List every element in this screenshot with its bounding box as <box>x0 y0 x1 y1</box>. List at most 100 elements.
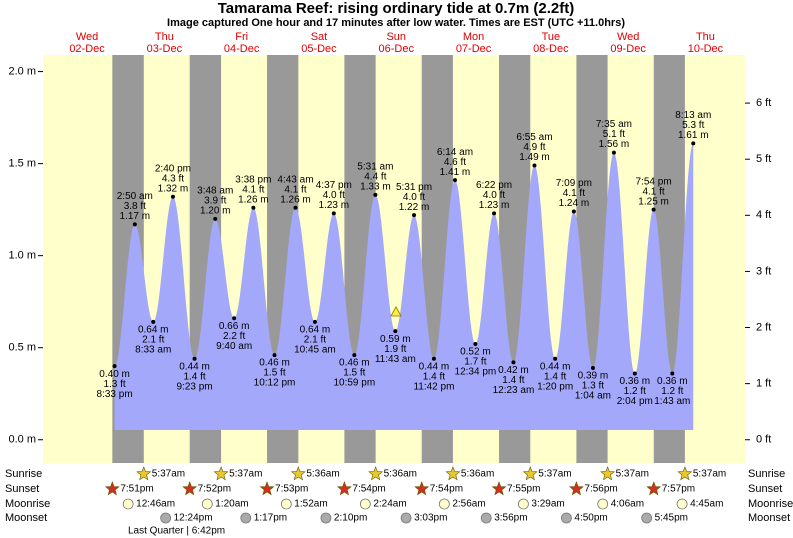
tide-time: 2:04 pm <box>617 396 653 407</box>
moonrise-time: 1:20am <box>215 499 248 510</box>
tide-point <box>151 319 156 324</box>
sun-icon <box>104 481 120 496</box>
tide-point <box>373 192 378 197</box>
tide-point <box>412 213 417 218</box>
y-tick-label: 1.0 m <box>8 250 36 262</box>
moonset-icon <box>240 512 252 524</box>
tide-height-m: 0.44 m <box>540 361 571 372</box>
sunrise-time: 5:37am <box>152 469 185 480</box>
tide-time: 4:43 am <box>277 174 313 185</box>
y2-tick-label: 4 ft <box>756 209 771 221</box>
day-name: Mon <box>463 31 484 43</box>
moonset-time: 2:10pm <box>334 513 367 524</box>
sun-icon <box>445 466 461 481</box>
tide-height-ft: 4.6 ft <box>444 157 466 168</box>
tide-height-m: 0.39 m <box>578 371 609 382</box>
tide-time: 6:22 pm <box>476 180 512 191</box>
chart-subtitle: Image captured One hour and 17 minutes a… <box>167 17 625 29</box>
tide-height-m: 1.20 m <box>200 205 231 216</box>
tide-height-m: 0.64 m <box>138 325 169 336</box>
moonset-icon <box>320 512 332 524</box>
day-date: 09-Dec <box>610 43 646 55</box>
tide-height-ft: 1.5 ft <box>263 368 285 379</box>
moonrise-time: 3:29am <box>531 499 564 510</box>
tide-point <box>651 207 656 212</box>
tide-time: 6:14 am <box>437 147 473 158</box>
tide-point <box>312 319 317 324</box>
tide-point <box>352 353 357 358</box>
day-name: Thu <box>155 31 174 43</box>
sun-icon <box>677 466 693 481</box>
y2-tick-label: 1 ft <box>756 378 771 390</box>
tide-point <box>670 371 675 376</box>
tide-point <box>452 178 457 183</box>
tide-height-ft: 1.9 ft <box>384 344 406 355</box>
tide-area <box>114 143 694 430</box>
tide-height-m: 1.26 m <box>280 194 311 205</box>
tide-height-m: 0.59 m <box>380 334 411 345</box>
tide-height-m: 1.24 m <box>559 198 590 209</box>
moonrise-icon <box>201 498 213 510</box>
sunrise-time: 5:37am <box>229 469 262 480</box>
sun-icon <box>290 466 306 481</box>
sun-icon <box>522 466 538 481</box>
tide-time: 7:54 pm <box>636 176 672 187</box>
sunrise-time: 5:37am <box>693 469 726 480</box>
tide-time: 10:59 pm <box>333 378 375 389</box>
y-tick-label: 1.5 m <box>8 158 36 170</box>
row-label: Moonrise <box>5 498 50 510</box>
sun-icon <box>368 466 384 481</box>
sun-icon <box>568 481 584 496</box>
tide-height-ft: 1.4 ft <box>423 371 445 382</box>
tide-height-m: 1.26 m <box>238 194 269 205</box>
tide-height-ft: 1.3 ft <box>582 381 604 392</box>
moonset-time: 12:24pm <box>174 513 213 524</box>
tide-height-ft: 3.8 ft <box>124 201 146 212</box>
sunset-time: 7:51pm <box>120 484 153 495</box>
y2-tick-label: 3 ft <box>756 265 771 277</box>
y2-tick-label: 5 ft <box>756 153 771 165</box>
sun-icon <box>136 466 152 481</box>
sunrise-time: 5:36am <box>384 469 417 480</box>
moonrise-time: 4:06am <box>611 499 644 510</box>
row-label: Sunset <box>5 483 39 495</box>
tide-height-ft: 3.9 ft <box>204 195 226 206</box>
moonrise-time: 1:52am <box>294 499 327 510</box>
tide-point <box>492 211 497 216</box>
sunrise-time: 5:37am <box>616 469 649 480</box>
moonset-icon <box>641 512 653 524</box>
moonrise-icon <box>597 498 609 510</box>
moonset-time: 3:56pm <box>494 513 527 524</box>
tide-time: 7:09 pm <box>556 178 592 189</box>
tide-height-ft: 1.4 ft <box>183 371 205 382</box>
tide-point <box>553 356 558 361</box>
row-label: Moonrise <box>748 498 793 510</box>
sunset-time: 7:57pm <box>662 484 695 495</box>
tide-time: 5:31 am <box>357 162 393 173</box>
moonset-icon <box>480 512 492 524</box>
tide-time: 1:20 pm <box>537 381 573 392</box>
tide-point <box>251 205 256 210</box>
sunset-time: 7:54pm <box>352 484 385 495</box>
sunset-time: 7:56pm <box>584 484 617 495</box>
tide-height-m: 1.33 m <box>360 182 391 193</box>
moonset-icon <box>561 512 572 524</box>
tide-height-m: 0.46 m <box>339 358 370 369</box>
tide-point <box>132 222 137 227</box>
tide-height-m: 0.42 m <box>498 365 529 376</box>
tide-height-m: 1.23 m <box>319 200 350 211</box>
tide-height-m: 0.40 m <box>99 369 130 380</box>
tide-height-ft: 4.3 ft <box>162 173 184 184</box>
tide-height-m: 1.61 m <box>678 130 709 141</box>
sun-icon <box>336 481 352 496</box>
y-tick-label: 0.0 m <box>8 434 36 446</box>
tide-time: 12:34 pm <box>455 367 497 378</box>
day-date: 05-Dec <box>301 43 337 55</box>
tide-height-ft: 4.1 ft <box>563 188 585 199</box>
y2-tick-label: 6 ft <box>756 97 771 109</box>
tide-time: 4:37 pm <box>316 180 352 191</box>
tide-height-m: 1.17 m <box>120 211 151 222</box>
tide-height-m: 1.32 m <box>158 183 189 194</box>
tide-height-ft: 4.0 ft <box>403 192 425 203</box>
tide-point <box>272 353 277 358</box>
